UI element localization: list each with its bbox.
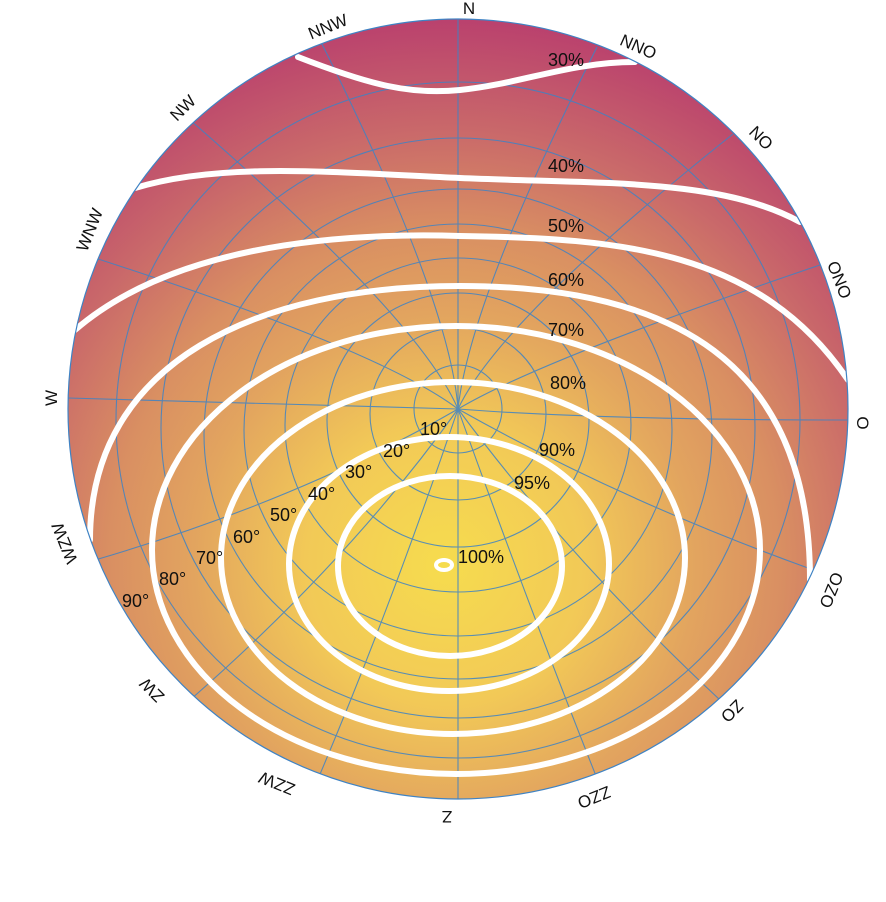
compass-o: O xyxy=(853,416,872,429)
tilt-label-40: 40° xyxy=(308,484,335,504)
contour-100 xyxy=(434,558,454,572)
contour-90 xyxy=(286,434,612,694)
contour-label-30: 30% xyxy=(548,50,584,70)
compass-ozo: OZO xyxy=(815,569,846,610)
spoke-o xyxy=(457,408,848,421)
dome-rim xyxy=(67,18,849,800)
grid-lines xyxy=(68,19,848,799)
contour-label-95: 95% xyxy=(514,473,550,493)
compass-zo: ZO xyxy=(717,696,747,726)
contour-label-100: 100% xyxy=(458,547,504,567)
spoke-zo xyxy=(457,408,721,701)
compass-nw: NW xyxy=(166,91,199,124)
tilt-label-70: 70° xyxy=(196,548,223,568)
compass-n: N xyxy=(463,0,475,18)
tilt-label-30: 30° xyxy=(345,462,372,482)
spoke-wnw xyxy=(94,257,459,410)
compass-wnw: WNW xyxy=(73,206,107,254)
tilt-label-80: 80° xyxy=(159,569,186,589)
compass-z: Z xyxy=(442,807,452,826)
contour-label-60: 60% xyxy=(548,270,584,290)
tilt-label-10: 10° xyxy=(420,419,447,439)
contour-50 xyxy=(72,232,848,383)
contour-40 xyxy=(132,168,803,225)
irradiation-contours xyxy=(72,54,848,777)
contour-95 xyxy=(335,473,565,659)
contour-label-90: 90% xyxy=(539,440,575,460)
contour-80 xyxy=(218,379,688,737)
compass-zzo: ZZO xyxy=(575,782,614,812)
tilt-label-90: 90° xyxy=(122,591,149,611)
spoke-nno xyxy=(457,46,598,410)
contour-70 xyxy=(149,323,763,777)
contour-30 xyxy=(295,54,638,95)
compass-no: NO xyxy=(745,122,776,153)
spoke-zzo xyxy=(457,408,601,787)
contour-label-70: 70% xyxy=(548,320,584,340)
contour-label-40: 40% xyxy=(548,156,584,176)
spoke-zzw xyxy=(314,408,459,787)
tilt-label-20: 20° xyxy=(383,441,410,461)
compass-zw: ZW xyxy=(136,674,168,706)
contour-label-50: 50% xyxy=(548,216,584,236)
compass-wzw: WZW xyxy=(48,520,82,567)
contour-label-80: 80% xyxy=(550,373,586,393)
compass-w: W xyxy=(42,390,61,406)
contour-labels: 30% 40% 50% 60% 70% 80% 90% 95% 100% xyxy=(458,50,586,567)
compass-zzw: ZZW xyxy=(256,767,297,798)
spoke-wzw xyxy=(94,408,459,561)
tilt-label-50: 50° xyxy=(270,505,297,525)
spoke-w xyxy=(68,397,459,410)
spoke-nnw xyxy=(319,39,459,410)
tilt-label-60: 60° xyxy=(233,527,260,547)
tilt-labels: 10° 20° 30° 40° 50° 60° 70° 80° 90° xyxy=(122,419,447,611)
contour-60 xyxy=(87,282,813,583)
